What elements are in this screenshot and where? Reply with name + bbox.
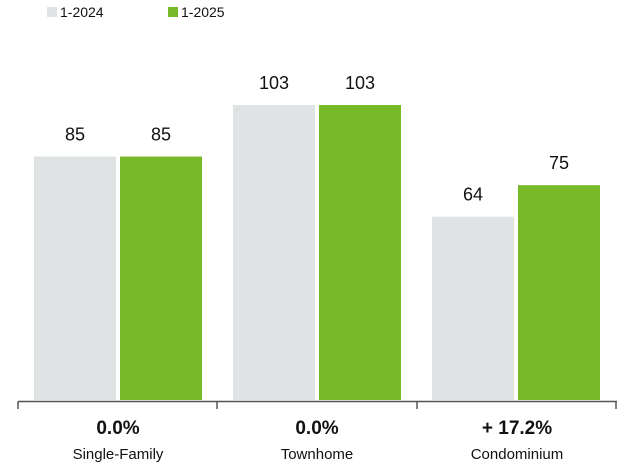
- category-label-condominium: Condominium: [471, 446, 564, 463]
- legend-swatch-1-2024: [47, 7, 57, 17]
- change-label-condominium: + 17.2%: [482, 418, 552, 439]
- value-label-condominium-1-2024: 64: [463, 185, 483, 205]
- value-labels-group: 85 85 103 103 64 75: [65, 73, 569, 205]
- x-axis: [17, 400, 617, 409]
- legend-label-1-2024: 1-2024: [60, 4, 104, 20]
- legend-swatch-1-2025: [168, 7, 178, 17]
- bar-townhome-1-2024: [233, 105, 315, 400]
- bars-group: [34, 105, 600, 400]
- value-label-townhome-1-2024: 103: [259, 73, 289, 93]
- legend-label-1-2025: 1-2025: [181, 4, 225, 20]
- value-label-single-family-1-2024: 85: [65, 125, 85, 145]
- bar-condominium-1-2024: [432, 216, 514, 400]
- value-label-condominium-1-2025: 75: [549, 153, 569, 173]
- category-label-townhome: Townhome: [281, 446, 354, 463]
- bar-single-family-1-2024: [34, 156, 116, 400]
- bar-townhome-1-2025: [319, 105, 401, 400]
- change-label-single-family: 0.0%: [96, 418, 139, 439]
- bar-condominium-1-2025: [518, 185, 600, 400]
- value-label-single-family-1-2025: 85: [151, 125, 171, 145]
- value-label-townhome-1-2025: 103: [345, 73, 375, 93]
- change-label-townhome: 0.0%: [295, 418, 338, 439]
- category-label-single-family: Single-Family: [73, 446, 164, 463]
- bar-single-family-1-2025: [120, 156, 202, 400]
- category-labels-group: 0.0% Single-Family 0.0% Townhome + 17.2% Cond…: [73, 418, 564, 463]
- legend: 1-2024 1-2025: [47, 4, 225, 20]
